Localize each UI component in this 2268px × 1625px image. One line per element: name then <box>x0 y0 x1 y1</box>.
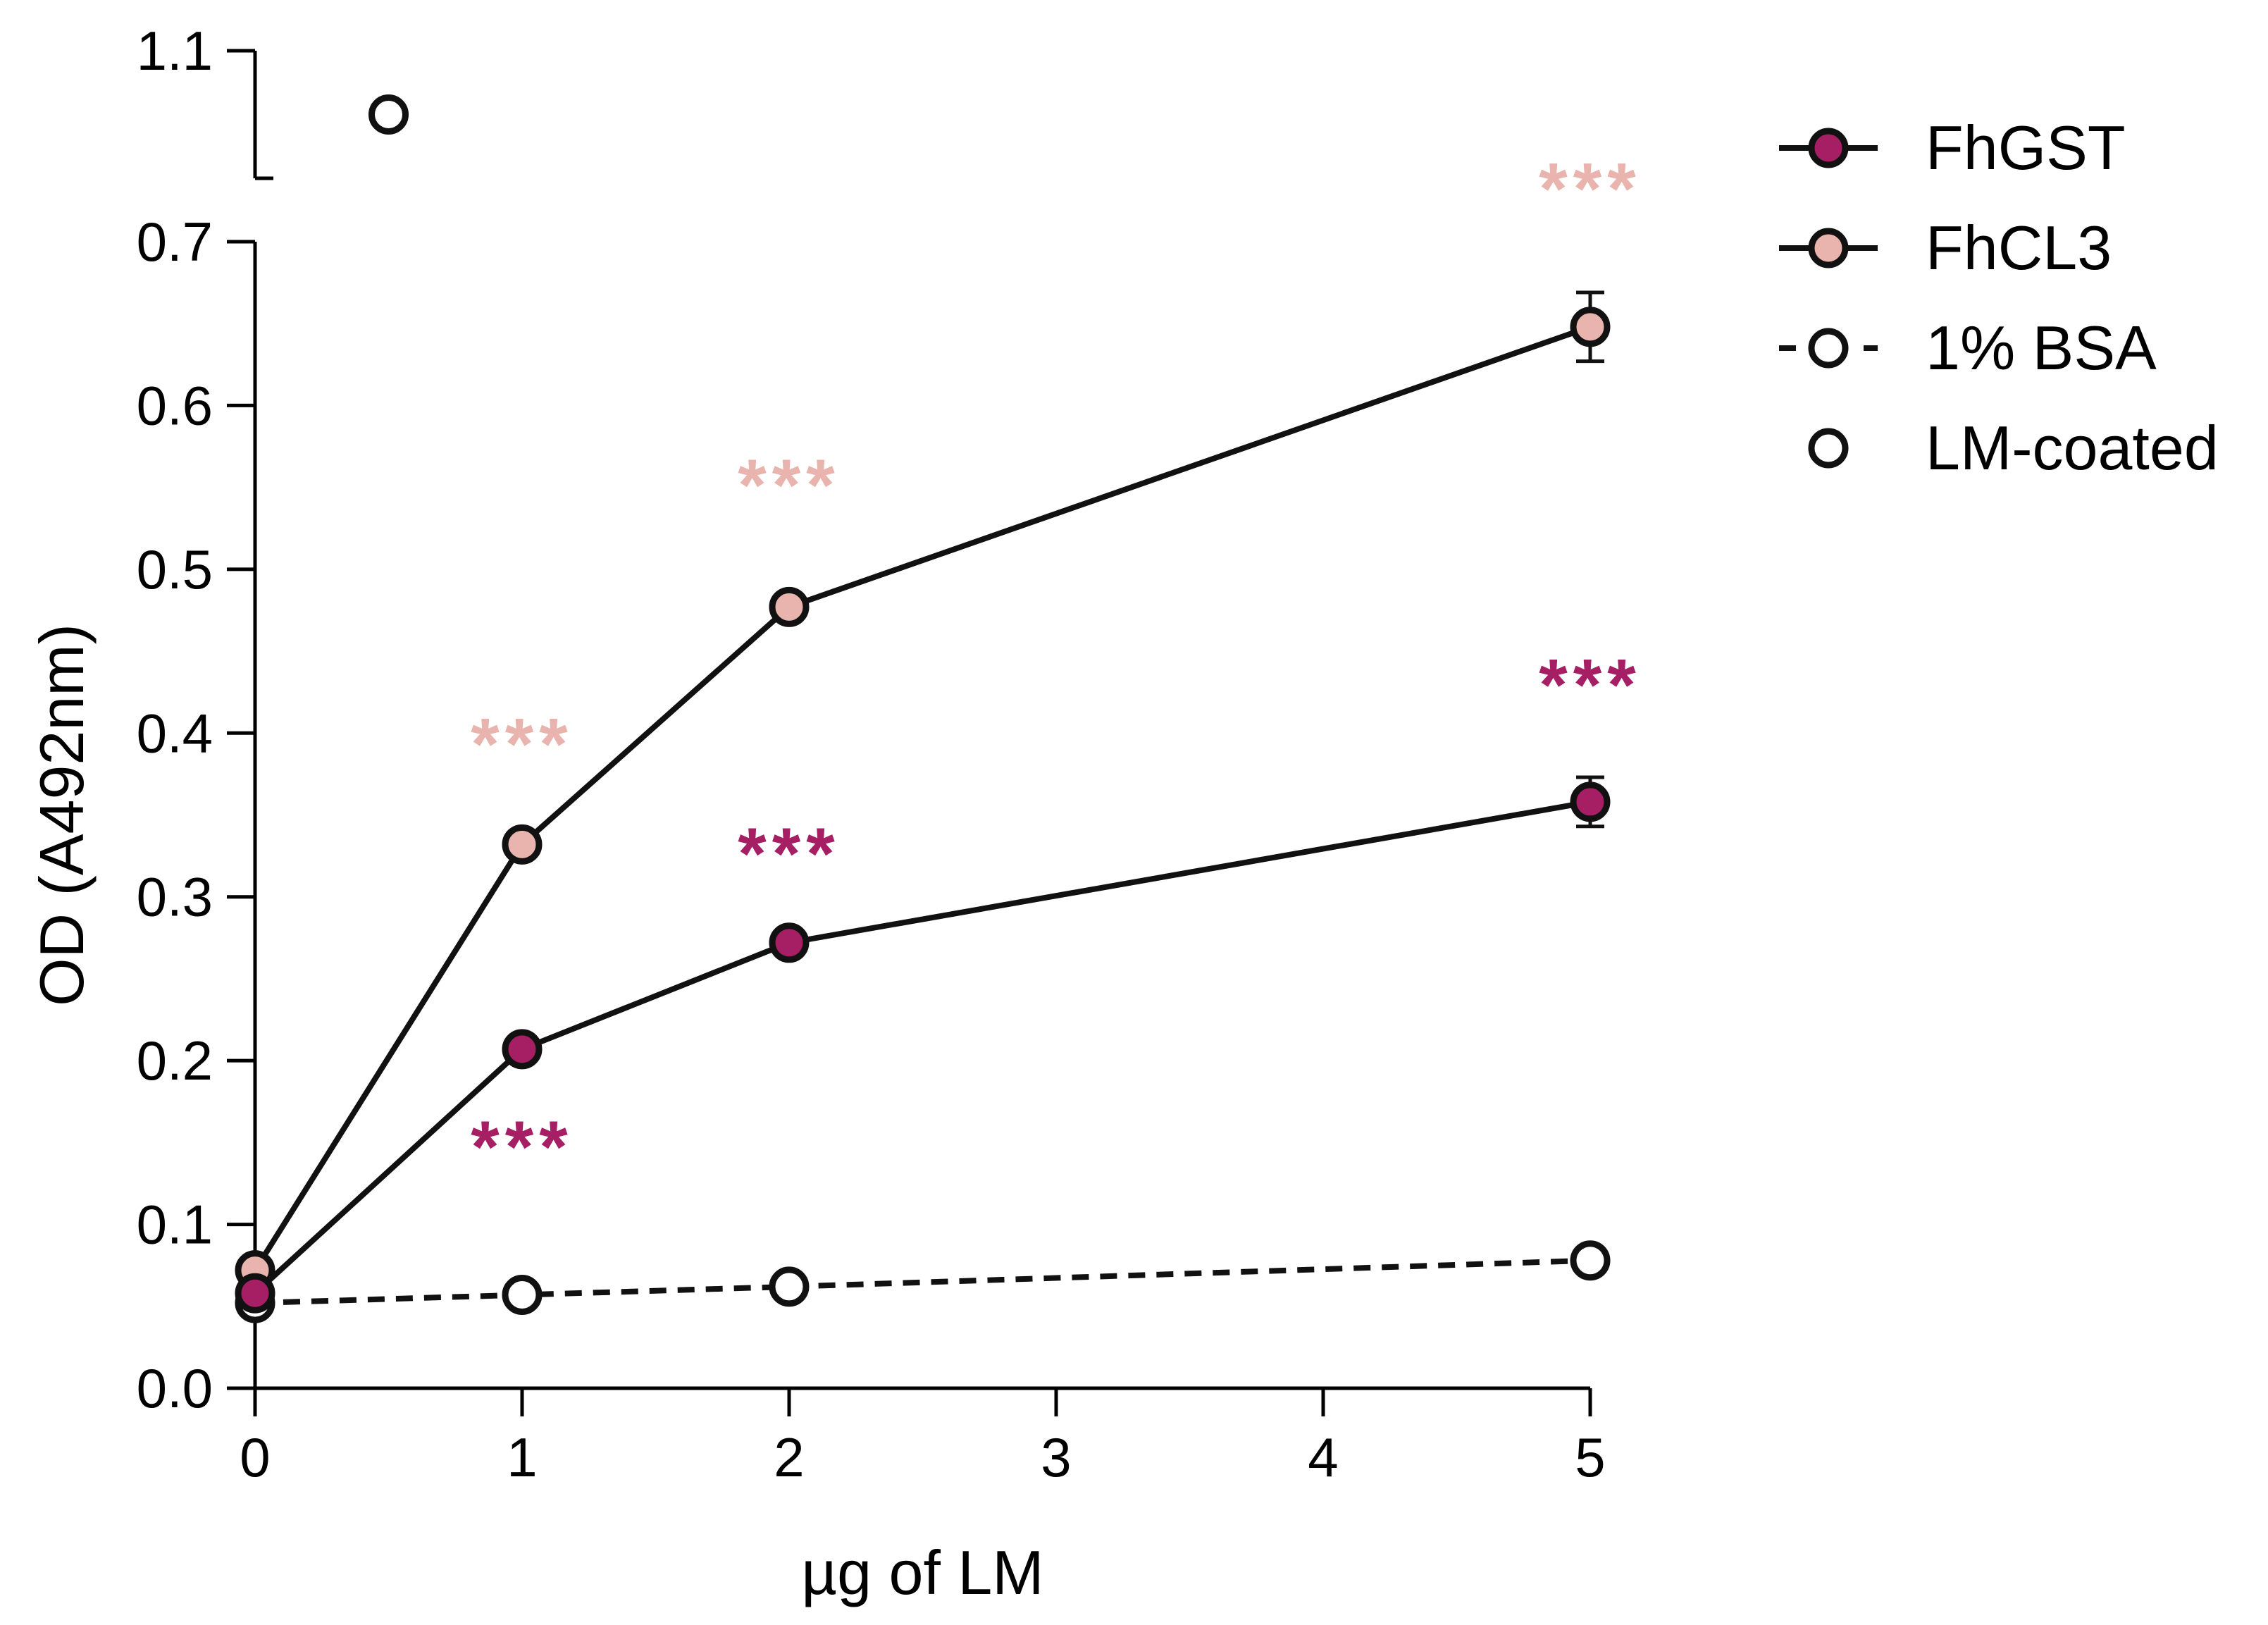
significance-label-fhgst: *** <box>738 813 840 895</box>
data-point-fhcl3 <box>502 824 543 865</box>
y-axis-title: OD (A492nm) <box>27 624 97 1006</box>
x-tick-label: 4 <box>1308 1426 1338 1488</box>
legend-label: FhCL3 <box>1926 213 2112 283</box>
series-lm <box>368 94 409 135</box>
series-fhcl3 <box>235 290 1611 1291</box>
y-tick-label: 0.6 <box>137 374 213 436</box>
significance-label-fhcl3: *** <box>1539 148 1641 230</box>
x-tick-label: 0 <box>240 1426 270 1488</box>
series-group <box>235 94 1611 1323</box>
y-tick-label: 0.1 <box>137 1194 213 1256</box>
series-line-fhgst <box>253 798 1591 1296</box>
x-axis-title: µg of LM <box>801 1538 1043 1607</box>
legend-label: FhGST <box>1926 113 2126 183</box>
x-tick-label: 2 <box>774 1426 804 1488</box>
significance-label-fhgst: *** <box>1539 645 1641 727</box>
data-point-fhgst <box>502 1029 543 1070</box>
x-tick-label: 1 <box>507 1426 537 1488</box>
y-tick-label: 0.3 <box>137 866 213 928</box>
legend-item-fhcl3: FhCL3 <box>1779 213 2112 283</box>
x-tick-label: 3 <box>1041 1426 1071 1488</box>
axes-group: 0.0 0.1 0.2 0.3 0.4 0.5 0.6 0.7 1.1 0 1 2 3 4 5 <box>137 20 1606 1488</box>
y-tick-label: 0.7 <box>137 211 213 273</box>
significance-label-fhcl3: *** <box>738 445 840 526</box>
legend-item-bsa: 1% BSA <box>1779 313 2157 383</box>
legend-item-fhgst: FhGST <box>1779 113 2126 183</box>
legend-label: 1% BSA <box>1926 313 2157 383</box>
significance-label-fhcl3: *** <box>471 703 573 785</box>
data-point-fhgst <box>235 1273 275 1314</box>
x-tick-label: 5 <box>1575 1426 1605 1488</box>
legend-marker <box>1808 328 1849 369</box>
significance-label-fhgst: *** <box>471 1106 573 1188</box>
legend-item-lm: LM-coated <box>1808 413 2219 483</box>
series-bsa <box>235 1240 1611 1323</box>
y-tick-label: 1.1 <box>137 20 213 82</box>
data-point-lm <box>368 94 409 135</box>
series-line-bsa <box>254 1257 1591 1306</box>
legend: FhGST FhCL3 1% BSA LM-coated <box>1779 113 2219 483</box>
legend-marker <box>1808 228 1849 268</box>
series-fhgst <box>235 775 1611 1314</box>
data-point-bsa <box>502 1275 543 1316</box>
y-tick-label: 0.5 <box>137 538 213 600</box>
y-tick-label: 0.2 <box>137 1030 213 1092</box>
data-point-fhgst <box>1570 781 1611 822</box>
annotations-group: *** *** *** *** *** *** <box>471 148 1641 1188</box>
y-tick-label: 0.0 <box>137 1357 213 1419</box>
legend-marker <box>1808 428 1849 469</box>
series-line-fhcl3 <box>252 324 1592 1272</box>
data-point-fhgst <box>769 922 810 963</box>
data-point-bsa <box>769 1266 810 1307</box>
y-tick-label: 0.4 <box>137 702 213 764</box>
legend-label: LM-coated <box>1926 413 2219 483</box>
data-point-bsa <box>1570 1240 1611 1281</box>
data-point-fhcl3 <box>1570 307 1611 347</box>
data-point-fhcl3 <box>769 586 810 627</box>
legend-marker <box>1808 128 1849 168</box>
